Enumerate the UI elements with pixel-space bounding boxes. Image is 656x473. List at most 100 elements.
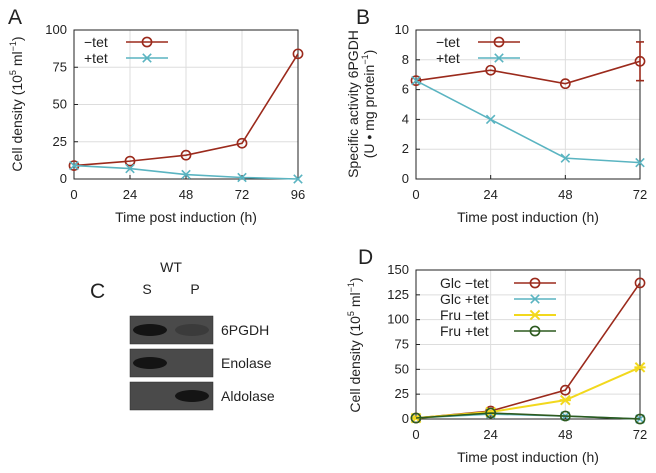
panel-d-legend-label: Fru +tet: [440, 323, 489, 339]
panel-b-data-point: [635, 157, 645, 168]
panel-c-letter: C: [90, 280, 105, 303]
blot-band-s: [133, 357, 167, 369]
blot-lane-s: S: [142, 281, 151, 297]
panel-b-legend-label: +tet: [436, 50, 460, 66]
panel-d-chart: D 0 25 50 75 100 125 150 0 24 48 72 Cell density (…: [346, 246, 647, 465]
blot-group-label: WT: [160, 259, 182, 275]
panel-a-xtick-label: 0: [70, 187, 77, 202]
panel-d-legend-entry: Fru −tet: [440, 307, 556, 323]
panel-b-xtick-label: 72: [633, 187, 647, 202]
panel-d-ytick-label: 25: [395, 386, 409, 401]
panel-d-series: [410, 277, 646, 425]
panel-d-letter: D: [358, 246, 373, 269]
panel-a-data-point: [125, 163, 135, 174]
panel-a-ytick-label: 50: [53, 97, 67, 112]
panel-a-data-point: [180, 149, 192, 161]
panel-a-legend-label: −tet: [84, 34, 108, 50]
panel-a-legend-entry: +tet: [84, 50, 168, 66]
panel-d-legend-label: Glc +tet: [440, 291, 489, 307]
panel-a-data-point: [237, 172, 247, 183]
panel-d-legend-marker: [529, 325, 541, 337]
panel-b-ytick-label: 8: [402, 52, 409, 67]
panel-d-ytick-label: 75: [395, 337, 409, 352]
panel-b-ytick-label: 4: [402, 111, 409, 126]
panel-d-data-point: [485, 407, 497, 419]
panel-d-data-point: [634, 362, 646, 373]
panel-d-xtick-label: 24: [483, 427, 497, 442]
panel-a-ytick-label: 25: [53, 134, 67, 149]
panel-a-letter: A: [8, 6, 22, 29]
panel-a-data-point: [69, 160, 79, 171]
blot-row: 6PGDH: [129, 315, 269, 345]
panel-b-data-point: [485, 114, 496, 125]
panel-b-error-bar: [636, 41, 644, 82]
svg-text:(U • mg protein−1): (U • mg protein−1): [360, 50, 377, 159]
panel-a-xtick-label: 96: [291, 187, 305, 202]
panel-b-ytick-label: 0: [402, 171, 409, 186]
panel-b-xtick-label: 24: [483, 187, 497, 202]
panel-a-chart: A 0 25 50 75 100 0 24 48 72 96 Cell density (105 …: [8, 6, 305, 225]
panel-d-xtick-label: 48: [558, 427, 572, 442]
panel-a-data-point: [236, 137, 248, 149]
panel-b-ylabel: Specific activity 6PGDH (U • mg protein−…: [345, 30, 377, 178]
panel-a-xlabel: Time post induction (h): [115, 209, 257, 225]
panel-d-xtick-label: 0: [412, 427, 419, 442]
panel-b-ytick-label: 10: [395, 22, 409, 37]
panel-d-data-point: [634, 413, 646, 425]
panel-a-series-line: [73, 53, 299, 167]
panel-d-ytick-label: 100: [387, 312, 409, 327]
panel-d-data-point: [410, 412, 422, 424]
panel-d-legend-entry: Fru +tet: [440, 323, 556, 339]
panel-b-legend-marker: [493, 36, 505, 48]
panel-d-series-line: [415, 366, 641, 420]
panel-d-xlabel: Time post induction (h): [457, 449, 599, 465]
panel-a-ticks: 0 25 50 75 100 0 24 48 72 96: [45, 22, 305, 202]
svg-text:Cell density (105 ml−1): Cell density (105 ml−1): [8, 36, 25, 171]
panel-a-xtick-label: 48: [179, 187, 193, 202]
panel-d-legend-marker: [529, 277, 541, 289]
panel-b-legend-marker: [494, 53, 504, 63]
panel-b-series: [410, 41, 646, 168]
panel-b-ytick-label: 2: [402, 141, 409, 156]
panel-a-ytick-label: 75: [53, 59, 67, 74]
panel-d-data-point: [634, 277, 646, 289]
panel-a-data-point: [292, 48, 304, 60]
panel-b-data-point: [411, 75, 421, 86]
panel-b-data-point: [634, 55, 646, 67]
blot-band-p: [175, 390, 209, 402]
panel-d-ytick-label: 150: [387, 262, 409, 277]
blot-band-s: [133, 324, 167, 336]
panel-d-ytick-label: 50: [395, 361, 409, 376]
blot-row-label: 6PGDH: [221, 322, 269, 338]
panel-b-data-point: [410, 75, 422, 87]
panel-d-legend-entry: Glc +tet: [440, 291, 556, 307]
panel-d-data-point: [559, 384, 571, 396]
svg-text:Specific activity 6PGDH: Specific activity 6PGDH: [345, 30, 361, 178]
panel-a-xtick-label: 24: [123, 187, 137, 202]
panel-d-ylabel: Cell density (105 ml−1): [346, 277, 363, 412]
panel-b-xtick-label: 0: [412, 187, 419, 202]
panel-a-data-point: [124, 155, 136, 167]
panel-a-data-point: [293, 174, 303, 184]
panel-d-legend-marker: [530, 294, 540, 304]
panel-d-data-point: [559, 394, 571, 406]
blot-row: Enolase: [129, 348, 272, 378]
blot-lane-p: P: [190, 281, 199, 297]
panel-b-data-point: [559, 78, 571, 90]
svg-text:Cell density (105 ml−1): Cell density (105 ml−1): [346, 277, 363, 412]
panel-b-data-point: [485, 64, 497, 76]
panel-a-data-point: [181, 169, 191, 180]
panel-b-xlabel: Time post induction (h): [457, 209, 599, 225]
panel-b-data-point: [560, 153, 571, 163]
panel-c-blot: C WT S P 6PGDH Enolase Aldolase: [90, 259, 275, 411]
panel-d-legend-label: Fru −tet: [440, 307, 489, 323]
blot-row-label: Enolase: [221, 355, 272, 371]
panel-a-legend-label: +tet: [84, 50, 108, 66]
panel-a-legend-marker: [141, 36, 153, 48]
panel-a-ytick-label: 0: [60, 171, 67, 186]
panel-a-ytick-label: 100: [45, 22, 67, 37]
panel-b-ytick-label: 6: [402, 82, 409, 97]
